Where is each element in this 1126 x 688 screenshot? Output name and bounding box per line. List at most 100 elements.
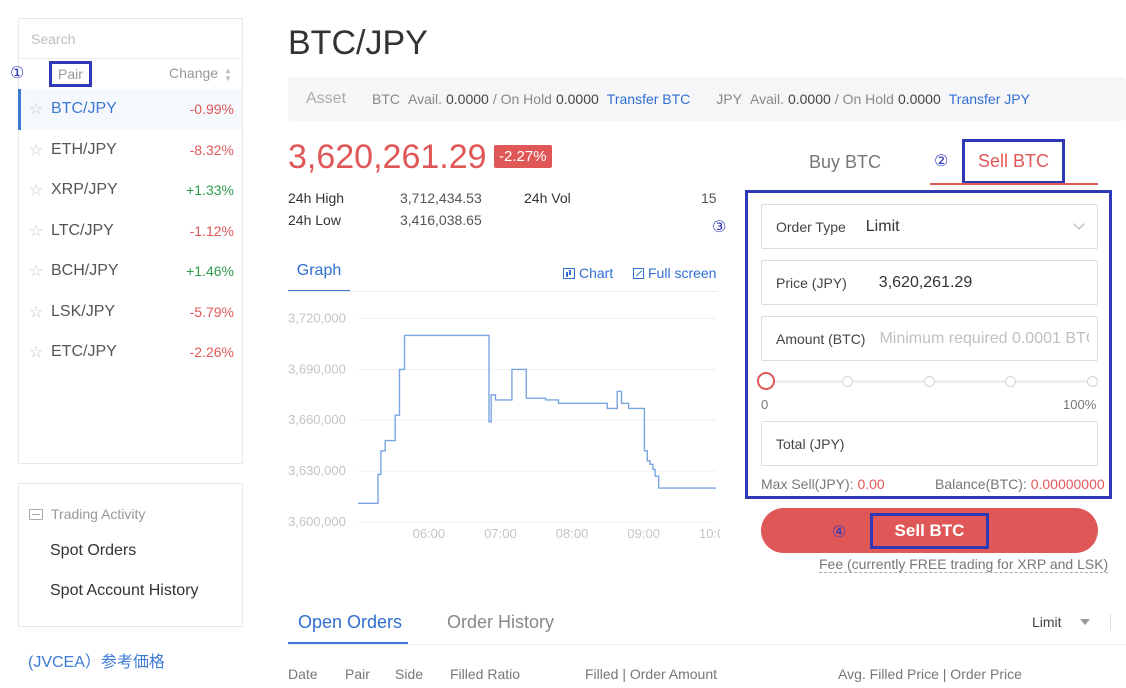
fullscreen-icon bbox=[633, 267, 644, 279]
amount-slider-handle[interactable] bbox=[757, 372, 775, 390]
annotation-4: ④ bbox=[832, 524, 847, 541]
star-icon[interactable]: ☆ bbox=[29, 182, 44, 200]
pair-item-etc-jpy[interactable]: ☆ ETC/JPY -2.26% bbox=[19, 332, 242, 373]
amount-field[interactable]: Amount (BTC) bbox=[761, 316, 1098, 361]
pair-item-bch-jpy[interactable]: ☆ BCH/JPY +1.46% bbox=[19, 251, 242, 292]
x-tick-label: 07:00 bbox=[484, 526, 517, 541]
slider-step-75[interactable] bbox=[1005, 376, 1016, 387]
vol-24h-label: 24h Vol bbox=[524, 190, 571, 206]
jpy-avail-label: Avail. bbox=[749, 91, 784, 107]
y-tick-label: 3,660,000 bbox=[288, 412, 346, 427]
pair-list: ☆ BTC/JPY -0.99% ☆ ETH/JPY -8.32% ☆ XRP/… bbox=[18, 89, 242, 373]
total-label: Total (JPY) bbox=[776, 435, 845, 452]
sell-btc-button[interactable]: Sell BTC bbox=[761, 508, 1098, 553]
jpy-hold-value: 0.0000 bbox=[897, 91, 941, 107]
column-filled-order-amount: Filled | Order Amount bbox=[585, 666, 718, 682]
fee-note[interactable]: Fee (currently FREE trading for XRP and … bbox=[819, 556, 1109, 573]
jpy-code: JPY bbox=[716, 91, 742, 107]
pair-name: LTC/JPY bbox=[51, 221, 114, 239]
order-type-select[interactable]: Order Type Limit bbox=[761, 204, 1098, 249]
order-form-highlight bbox=[745, 190, 1112, 499]
tab-order-history[interactable]: Order History bbox=[447, 612, 555, 632]
order-type-value: Limit bbox=[865, 217, 900, 235]
jvcea-reference-price-link[interactable]: (JVCEA）参考価格 bbox=[28, 654, 165, 671]
pair-item-xrp-jpy[interactable]: ☆ XRP/JPY +1.33% bbox=[19, 170, 242, 211]
sort-icon: ▲ ▼ bbox=[224, 65, 232, 83]
high-24h-value: 3,712,434.53 bbox=[400, 190, 482, 206]
price-chart: 3,720,000 3,690,000 3,660,000 3,630,000 3,60… bbox=[288, 310, 720, 541]
graph-tab-divider bbox=[288, 291, 718, 292]
spot-orders-link[interactable]: Spot Orders bbox=[50, 542, 137, 559]
y-tick-label: 3,630,000 bbox=[288, 463, 346, 478]
sell-btc-button-label: Sell BTC bbox=[869, 512, 990, 549]
star-icon[interactable]: ☆ bbox=[29, 141, 44, 159]
amount-input[interactable] bbox=[879, 329, 1090, 348]
jpy-avail-value: 0.0000 bbox=[787, 91, 831, 107]
chart-icon bbox=[563, 267, 575, 279]
balance-label: Balance(BTC): bbox=[935, 476, 1027, 492]
star-icon[interactable]: ☆ bbox=[29, 263, 44, 281]
tab-buy-btc[interactable]: Buy BTC bbox=[809, 152, 882, 172]
transfer-btc-link[interactable]: Transfer BTC bbox=[606, 91, 691, 107]
pair-name: BCH/JPY bbox=[51, 262, 119, 280]
btc-avail-value: 0.0000 bbox=[446, 91, 489, 107]
search-input[interactable] bbox=[31, 30, 211, 47]
transfer-jpy-link[interactable]: Transfer JPY bbox=[948, 91, 1030, 107]
tab-open-orders[interactable]: Open Orders bbox=[288, 612, 408, 644]
slider-step-100[interactable] bbox=[1087, 376, 1098, 387]
column-filled-ratio: Filled Ratio bbox=[450, 666, 521, 682]
btc-code: BTC bbox=[372, 91, 401, 107]
vol-24h-value: 15 bbox=[701, 190, 717, 206]
tab-graph[interactable]: Graph bbox=[288, 262, 350, 292]
star-icon[interactable]: ☆ bbox=[29, 344, 44, 362]
caret-down-icon bbox=[1079, 619, 1090, 625]
pair-change: -0.99% bbox=[189, 101, 234, 118]
change-column-label: Change bbox=[169, 65, 219, 82]
column-pair: Pair bbox=[345, 666, 370, 682]
btc-avail-label: Avail. bbox=[408, 91, 442, 107]
order-filter-select[interactable]: Limit bbox=[1032, 614, 1090, 630]
star-icon[interactable]: ☆ bbox=[29, 101, 44, 119]
column-date: Date bbox=[288, 666, 318, 682]
slider-step-25[interactable] bbox=[842, 376, 853, 387]
tab-sell-btc[interactable]: Sell BTC bbox=[962, 139, 1066, 184]
x-tick-label: 09:00 bbox=[627, 526, 660, 541]
price-field[interactable]: Price (JPY) bbox=[761, 260, 1098, 305]
pair-column-header[interactable]: Pair bbox=[49, 61, 92, 87]
price-input[interactable] bbox=[878, 273, 1089, 292]
chart-link-label: Chart bbox=[579, 265, 614, 281]
x-tick-label: 10:0 bbox=[699, 526, 720, 541]
change-column-header[interactable]: Change ▲ ▼ bbox=[169, 65, 232, 82]
order-type-label: Order Type bbox=[776, 218, 846, 235]
pair-name: ETC/JPY bbox=[51, 343, 117, 361]
max-sell-label: Max Sell(JPY): bbox=[761, 476, 854, 492]
star-icon[interactable]: ☆ bbox=[29, 303, 44, 321]
chart-link[interactable]: Chart bbox=[563, 265, 613, 281]
star-icon[interactable]: ☆ bbox=[29, 222, 44, 240]
slider-min-label: 0 bbox=[761, 397, 769, 412]
orders-divider bbox=[288, 644, 1126, 645]
pair-item-lsk-jpy[interactable]: ☆ LSK/JPY -5.79% bbox=[19, 292, 242, 333]
y-tick-label: 3,690,000 bbox=[288, 361, 346, 376]
pair-list-header: Pair Change ▲ ▼ bbox=[19, 59, 242, 89]
high-24h-label: 24h High bbox=[288, 190, 345, 206]
trading-activity-panel: Trading Activity Spot Orders Spot Accoun… bbox=[18, 483, 243, 627]
pair-change: -1.12% bbox=[189, 222, 234, 239]
chevron-down-icon bbox=[1073, 218, 1085, 230]
fullscreen-link-label: Full screen bbox=[648, 265, 717, 281]
sell-tab-underline bbox=[930, 183, 1098, 185]
low-24h-label: 24h Low bbox=[288, 212, 341, 228]
slider-step-50[interactable] bbox=[924, 376, 935, 387]
spot-account-history-link[interactable]: Spot Account History bbox=[50, 582, 199, 599]
pair-name: BTC/JPY bbox=[51, 100, 117, 118]
x-tick-label: 08:00 bbox=[556, 526, 589, 541]
total-field[interactable]: Total (JPY) bbox=[761, 421, 1098, 466]
annotation-1: ① bbox=[10, 65, 25, 82]
pair-item-eth-jpy[interactable]: ☆ ETH/JPY -8.32% bbox=[19, 130, 242, 171]
pair-item-ltc-jpy[interactable]: ☆ LTC/JPY -1.12% bbox=[19, 211, 242, 252]
pair-item-btc-jpy[interactable]: ☆ BTC/JPY -0.99% bbox=[18, 89, 242, 130]
max-sell-value: 0.00 bbox=[857, 476, 885, 492]
pair-change: -2.26% bbox=[189, 344, 234, 361]
fullscreen-link[interactable]: Full screen bbox=[633, 265, 716, 281]
pair-name: XRP/JPY bbox=[51, 181, 118, 199]
